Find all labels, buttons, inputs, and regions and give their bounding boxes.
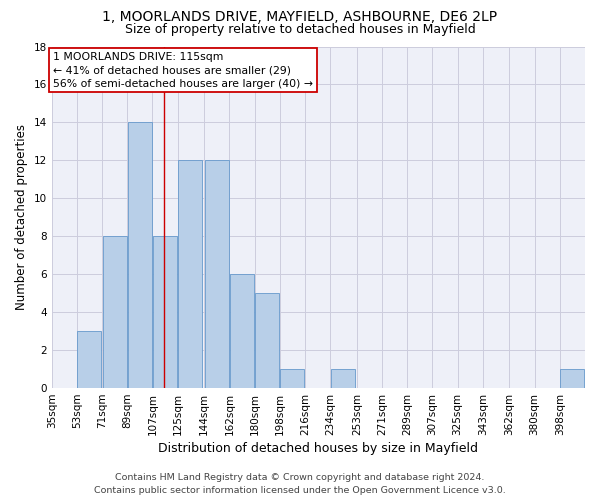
Bar [560, 369, 584, 388]
Bar [280, 369, 304, 388]
Bar [205, 160, 229, 388]
Bar [153, 236, 177, 388]
Text: Contains HM Land Registry data © Crown copyright and database right 2024.
Contai: Contains HM Land Registry data © Crown c… [94, 474, 506, 495]
Bar [128, 122, 152, 388]
Bar [178, 160, 202, 388]
Bar [103, 236, 127, 388]
Y-axis label: Number of detached properties: Number of detached properties [15, 124, 28, 310]
Bar [255, 293, 279, 388]
X-axis label: Distribution of detached houses by size in Mayfield: Distribution of detached houses by size … [158, 442, 478, 455]
Text: Size of property relative to detached houses in Mayfield: Size of property relative to detached ho… [125, 22, 475, 36]
Bar [77, 331, 101, 388]
Bar [230, 274, 254, 388]
Text: 1, MOORLANDS DRIVE, MAYFIELD, ASHBOURNE, DE6 2LP: 1, MOORLANDS DRIVE, MAYFIELD, ASHBOURNE,… [103, 10, 497, 24]
Bar [331, 369, 355, 388]
Text: 1 MOORLANDS DRIVE: 115sqm
← 41% of detached houses are smaller (29)
56% of semi-: 1 MOORLANDS DRIVE: 115sqm ← 41% of detac… [53, 52, 313, 88]
